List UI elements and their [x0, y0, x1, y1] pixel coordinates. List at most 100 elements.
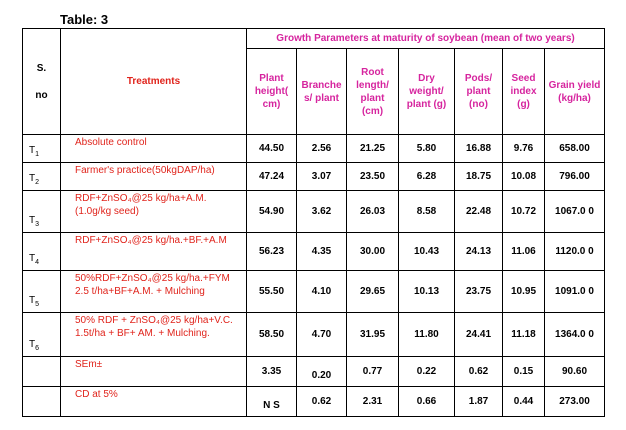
row-id [22, 386, 61, 417]
value-cell-branches: 3.62 [296, 190, 347, 233]
value-cell-seed-index: 11.18 [502, 312, 545, 357]
value-cell-branches: 2.56 [296, 134, 347, 163]
value-cell-seed-index: 9.76 [502, 134, 545, 163]
value-cell-plant-height: 56.23 [246, 232, 297, 271]
value-cell-grain-yield: 1120.0 0 [543, 232, 606, 271]
value-cell-dry-weight: 5.80 [398, 134, 455, 163]
value-cell-plant-height: 55.50 [246, 270, 297, 313]
treatment-cell: CD at 5% [60, 386, 247, 417]
value-cell-root-length: 0.77 [346, 356, 399, 387]
row-id-subscript: 6 [35, 344, 40, 352]
value-cell-dry-weight: 10.43 [398, 232, 455, 271]
treatments-header: Treatments [60, 28, 247, 135]
value-cell-plant-height: 58.50 [246, 312, 297, 357]
col-header-root-length: Root length/ plant (cm) [346, 48, 399, 135]
value-cell-grain-yield: 1364.0 0 [543, 312, 606, 357]
col-header-pods: Pods/ plant (no) [454, 48, 503, 135]
value-cell-root-length: 31.95 [346, 312, 399, 357]
value-cell-branches: 3.07 [296, 162, 347, 191]
value-cell-branches: 4.35 [296, 232, 347, 271]
table-row: T3 RDF+ZnSO₄@25 kg/ha+A.M. (1.0g/kg seed)… [22, 190, 606, 233]
value-cell-seed-index: 10.08 [502, 162, 545, 191]
value-cell-grain-yield: 273.00 [543, 386, 606, 417]
table-row: SEm± 3.35 0.20 0.77 0.22 0.62 0.15 90.60 [22, 356, 606, 387]
header-row-group: S. no Treatments Growth Parameters at ma… [22, 28, 606, 135]
row-id-letter: T [29, 294, 36, 306]
value-cell-dry-weight: 6.28 [398, 162, 455, 191]
value-cell-branches: 4.70 [296, 312, 347, 357]
value-cell-pods: 22.48 [454, 190, 503, 233]
value-cell-pods: 24.41 [454, 312, 503, 357]
row-id: T5 [22, 270, 61, 313]
value-cell-plant-height: 3.35 [246, 356, 297, 387]
value-cell-seed-index: 10.95 [502, 270, 545, 313]
header-row-columns: Plant height( cm) Branche s/ plant Root … [23, 48, 606, 135]
row-id-letter: T [29, 214, 36, 226]
row-id-letter: T [29, 172, 36, 184]
value-cell-seed-index: 0.15 [502, 356, 545, 387]
value-cell-dry-weight: 8.58 [398, 190, 455, 233]
value-cell-grain-yield: 658.00 [543, 134, 606, 163]
row-id: T6 [22, 312, 61, 357]
row-id: T2 [22, 162, 61, 191]
row-id-subscript: 2 [35, 178, 40, 186]
value-cell-pods: 24.13 [454, 232, 503, 271]
value-cell-root-length: 21.25 [346, 134, 399, 163]
value-cell-plant-height: 47.24 [246, 162, 297, 191]
row-id-letter: T [29, 338, 36, 350]
treatment-cell: RDF+ZnSO₄@25 kg/ha+A.M. (1.0g/kg seed) [60, 190, 247, 233]
row-id [22, 356, 61, 387]
treatment-cell: 50% RDF + ZnSO₄@25 kg/ha+V.C. 1.5t/ha + … [60, 312, 247, 357]
table-body: T1 Absolute control 44.50 2.56 21.25 5.80 16.8… [22, 134, 606, 417]
row-id-subscript: 1 [35, 150, 40, 158]
value-cell-pods: 18.75 [454, 162, 503, 191]
value-cell-seed-index: 11.06 [502, 232, 545, 271]
value-cell-root-length: 29.65 [346, 270, 399, 313]
row-id-subscript: 4 [35, 258, 40, 266]
value-cell-seed-index: 0.44 [502, 386, 545, 417]
value-cell-grain-yield: 1067.0 0 [543, 190, 606, 233]
row-id-subscript: 3 [35, 220, 40, 228]
table-row: T5 50%RDF+ZnSO₄@25 kg/ha.+FYM 2.5 t/ha+BF… [22, 270, 606, 313]
value-cell-seed-index: 10.72 [502, 190, 545, 233]
treatment-cell: SEm± [60, 356, 247, 387]
value-cell-plant-height: 54.90 [246, 190, 297, 233]
value-cell-pods: 23.75 [454, 270, 503, 313]
value-cell-grain-yield: 1091.0 0 [543, 270, 606, 313]
sno-header: S. no [22, 28, 61, 135]
value-cell-root-length: 2.31 [346, 386, 399, 417]
value-cell-dry-weight: 10.13 [398, 270, 455, 313]
soybean-growth-table: S. no Treatments Growth Parameters at ma… [22, 28, 606, 417]
value-cell-plant-height: N S [246, 386, 297, 417]
row-id-subscript: 5 [35, 300, 40, 308]
value-cell-root-length: 23.50 [346, 162, 399, 191]
row-id: T1 [22, 134, 61, 163]
value-cell-pods: 1.87 [454, 386, 503, 417]
value-cell-branches: 0.62 [296, 386, 347, 417]
value-cell-branches: 4.10 [296, 270, 347, 313]
row-id-letter: T [29, 144, 36, 156]
value-cell-root-length: 26.03 [346, 190, 399, 233]
col-header-seed-index: Seed index (g) [502, 48, 545, 135]
treatment-cell: Absolute control [60, 134, 247, 163]
row-id: T4 [22, 232, 61, 271]
sno-header-line2: no [35, 89, 48, 101]
table-caption: Table: 3 [60, 12, 109, 27]
value-cell-dry-weight: 0.66 [398, 386, 455, 417]
treatment-cell: 50%RDF+ZnSO₄@25 kg/ha.+FYM 2.5 t/ha+BF+A… [60, 270, 247, 313]
col-header-plant-height: Plant height( cm) [246, 48, 297, 135]
value-cell-branches: 0.20 [296, 356, 347, 387]
col-header-grain-yield: Grain yield (kg/ha) [543, 48, 606, 135]
col-header-branches: Branche s/ plant [296, 48, 347, 135]
table-row: T4 RDF+ZnSO₄@25 kg/ha.+BF.+A.M 56.23 4.35 30… [22, 232, 606, 271]
treatment-cell: RDF+ZnSO₄@25 kg/ha.+BF.+A.M [60, 232, 247, 271]
value-cell-grain-yield: 90.60 [543, 356, 606, 387]
value-cell-pods: 0.62 [454, 356, 503, 387]
value-cell-pods: 16.88 [454, 134, 503, 163]
sno-header-line1: S. [36, 62, 47, 74]
row-id: T3 [22, 190, 61, 233]
table-row: T2 Farmer's practice(50kgDAP/ha) 47.24 3.07… [22, 162, 606, 191]
table-row: T6 50% RDF + ZnSO₄@25 kg/ha+V.C. 1.5t/ha … [22, 312, 606, 357]
table-row: CD at 5% N S 0.62 2.31 0.66 1.87 0.44 273.00 [22, 386, 606, 417]
col-header-dry-weight: Dry weight/ plant (g) [398, 48, 455, 135]
